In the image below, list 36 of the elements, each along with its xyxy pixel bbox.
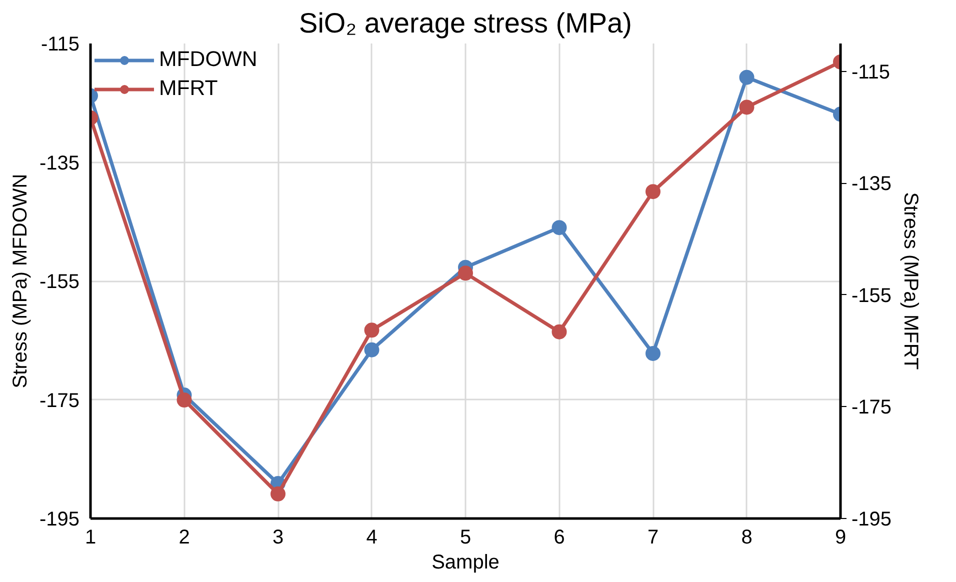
x-tick-label: 4 [366, 526, 378, 548]
y-tick-label: -155 [39, 271, 80, 293]
y2-tick-label: -135 [852, 173, 892, 196]
point [739, 70, 754, 85]
y-tick-label: -175 [39, 390, 80, 412]
x-axis-title: Sample [432, 552, 500, 574]
chart-title: SiO₂ average stress (MPa) [299, 8, 632, 38]
y2-tick-label: -195 [852, 508, 892, 530]
x-tick-label: 7 [647, 526, 659, 548]
point [552, 324, 567, 340]
y2-tick-label: -175 [852, 396, 892, 419]
x-tick-label: 1 [84, 526, 96, 548]
x-tick-label: 6 [554, 526, 565, 548]
y2-axis-title: Stress (MPa) MFRT [900, 192, 922, 370]
legend-label: MFDOWN [159, 47, 258, 72]
point [646, 184, 660, 200]
y2-tick-label: -115 [852, 61, 890, 84]
point [364, 342, 380, 358]
point [176, 392, 192, 408]
point [646, 346, 660, 361]
point [739, 100, 754, 115]
y-tick-label: -115 [40, 34, 80, 56]
x-tick-label: 9 [834, 526, 846, 548]
x-tick-label: 2 [178, 526, 190, 548]
y-tick-label: -135 [39, 152, 80, 174]
x-tick-label: 5 [460, 526, 472, 548]
y-tick-label: -195 [39, 508, 80, 530]
point [270, 486, 286, 502]
point [552, 220, 567, 236]
legend-label: MFRT [159, 76, 218, 101]
y2-tick-label: -155 [852, 284, 892, 307]
point [364, 322, 380, 338]
point [458, 266, 473, 281]
x-tick-label: 3 [272, 526, 284, 548]
y-axis-title: Stress (MPa) MFDOWN [9, 174, 32, 388]
x-tick-label: 8 [741, 526, 752, 548]
